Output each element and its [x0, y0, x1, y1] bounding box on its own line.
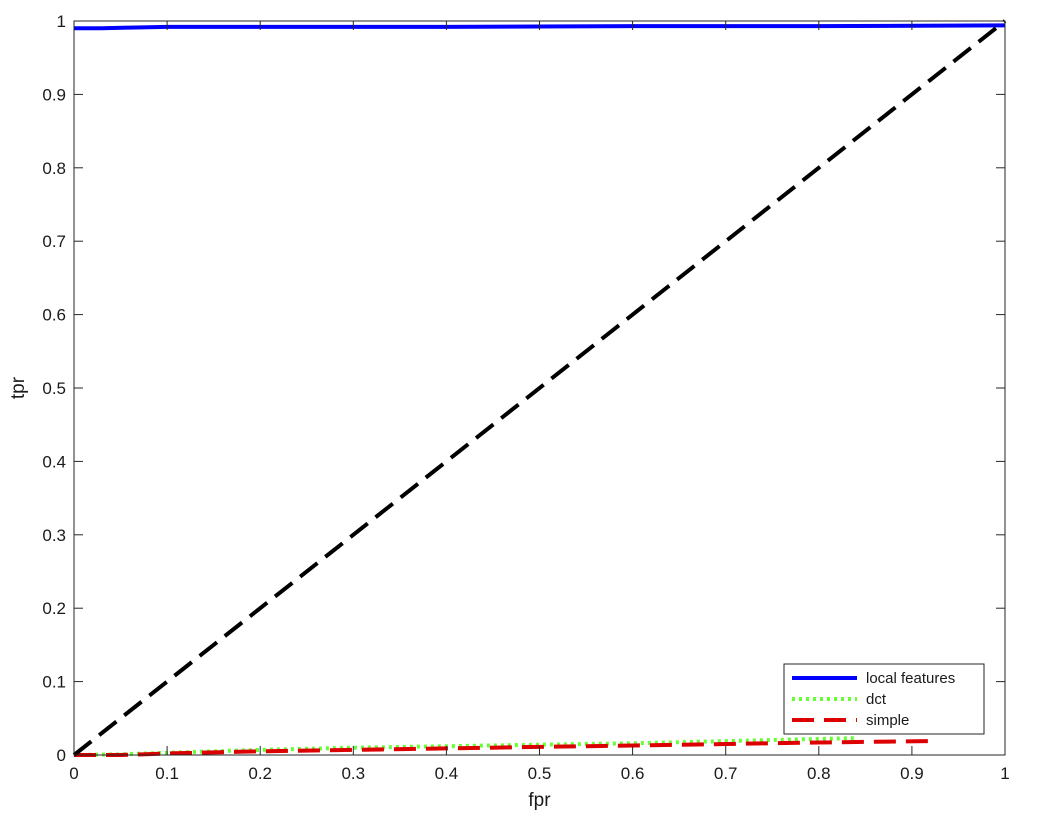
x-tick-label: 0.8 [807, 764, 831, 783]
legend-label: local features [866, 670, 955, 687]
x-tick-label: 0.3 [341, 764, 365, 783]
x-axis-label: fpr [528, 790, 551, 811]
y-tick-label: 0.9 [42, 85, 66, 104]
y-tick-label: 0.3 [42, 526, 66, 545]
x-tick-label: 0.2 [248, 764, 272, 783]
y-tick-label: 0.8 [42, 159, 66, 178]
y-tick-label: 0.7 [42, 232, 66, 251]
x-tick-label: 0.4 [435, 764, 459, 783]
legend-label: dct [866, 691, 887, 708]
legend-box [783, 663, 985, 735]
y-tick-label: 0.2 [42, 599, 66, 618]
x-tick-label: 0.5 [528, 764, 552, 783]
y-tick-label: 0.1 [42, 673, 66, 692]
y-axis-ticks: 0 0.1 0.2 0.3 0.4 0.5 0.6 0.7 0.8 0.9 1 [42, 12, 1005, 765]
x-tick-label: 0.6 [621, 764, 645, 783]
y-tick-label: 0.6 [42, 306, 66, 325]
x-axis-ticks: 0 0.1 0.2 0.3 0.4 0.5 0.6 0.7 0.8 0.9 1 [69, 21, 1010, 783]
x-tick-label: 0.9 [900, 764, 924, 783]
y-tick-label: 0.4 [42, 452, 66, 471]
series-line-diagonal-reference [72, 19, 1007, 757]
x-tick-label: 0.7 [714, 764, 738, 783]
y-tick-label: 0 [57, 746, 66, 765]
x-tick-label: 0.1 [155, 764, 179, 783]
y-axis-label: tpr [8, 376, 29, 399]
legend: local features dct simple [783, 663, 985, 735]
x-tick-label: 1 [1000, 764, 1009, 783]
y-tick-label: 1 [57, 12, 66, 31]
x-tick-label: 0 [69, 764, 78, 783]
legend-label: simple [866, 712, 909, 729]
y-tick-label: 0.5 [42, 379, 66, 398]
